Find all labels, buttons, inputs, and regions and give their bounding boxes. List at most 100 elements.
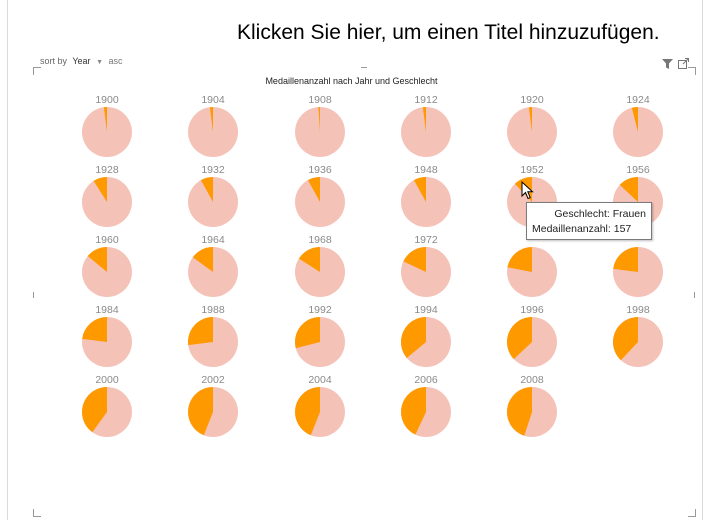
pie-multiple-1992[interactable]: 1992 — [295, 304, 345, 367]
pie-multiple-1904[interactable]: 1904 — [188, 94, 238, 157]
pie-multiple-1900[interactable]: 1900 — [82, 94, 132, 157]
resize-handle-top[interactable] — [361, 67, 367, 68]
report-title[interactable]: Klicken Sie hier, um einen Titel hinzuzu… — [237, 21, 660, 44]
pie-multiple-1936[interactable]: 1936 — [295, 164, 345, 227]
pie-slice-frauen-1992[interactable] — [295, 317, 320, 349]
pie-multiple-1972[interactable]: 1972 — [401, 234, 451, 297]
pie-multiple-1928[interactable]: 1928 — [82, 164, 132, 227]
pie-year-label-1932: 1932 — [201, 164, 225, 176]
tooltip-count-label: Medaillenanzahl: — [532, 223, 611, 235]
pie-slice-frauen-1988[interactable] — [188, 317, 213, 346]
pie-slice-frauen-1994[interactable] — [400, 317, 426, 358]
tooltip-count-value: 157 — [613, 223, 632, 235]
sort-field[interactable]: Year — [72, 56, 91, 66]
sort-bar[interactable]: sort by Year ▼ asc — [40, 56, 126, 66]
pie-slice-frauen-2002[interactable] — [188, 387, 213, 436]
pie-slice-frauen-1996[interactable] — [507, 317, 532, 360]
pie-slice-frauen-1936[interactable] — [307, 177, 320, 202]
pie-multiple-1998[interactable]: 1998 — [613, 304, 663, 367]
pie-year-label-1964: 1964 — [201, 234, 225, 246]
pie-year-label-2004: 2004 — [308, 374, 332, 386]
tooltip-gender-label: Geschlecht: — [554, 208, 610, 220]
pie-year-label-1924: 1924 — [626, 94, 650, 106]
pie-slice-frauen-2008[interactable] — [506, 387, 532, 436]
pie-slice-frauen-1932[interactable] — [200, 177, 213, 202]
pie-slice-frauen-1968[interactable] — [298, 247, 320, 272]
resize-handle-bottom-left[interactable] — [33, 509, 41, 517]
pie-slice-frauen-1908[interactable] — [318, 107, 320, 132]
pie-slice-frauen-1956[interactable] — [619, 177, 638, 202]
pie-multiple-2000[interactable]: 2000 — [81, 374, 132, 437]
resize-handle-right[interactable] — [694, 292, 695, 298]
popout-icon[interactable] — [678, 56, 689, 74]
pie-slice-frauen-1972[interactable] — [403, 247, 426, 272]
pie-slice-frauen-2006[interactable] — [401, 387, 426, 435]
chevron-down-icon[interactable]: ▼ — [96, 59, 103, 66]
pie-multiple-2002[interactable]: 2002 — [188, 374, 238, 437]
pie-year-label-1998: 1998 — [626, 304, 650, 316]
pie-multiple-1920[interactable]: 1920 — [507, 94, 557, 157]
pie-multiple-2006[interactable]: 2006 — [401, 374, 451, 437]
pie-slice-frauen-1912[interactable] — [422, 107, 426, 132]
pie-slice-frauen-1900[interactable] — [103, 107, 107, 132]
pie-multiple-1994[interactable]: 1994 — [400, 304, 451, 367]
pie-slice-frauen-1920[interactable] — [528, 107, 532, 132]
pie-multiple-1976[interactable] — [507, 247, 557, 297]
pie-year-label-2008: 2008 — [520, 374, 544, 386]
pie-year-label-1956: 1956 — [626, 164, 650, 176]
pie-slice-frauen-1964[interactable] — [192, 247, 213, 272]
pie-slice-frauen-1928[interactable] — [93, 177, 107, 202]
pie-year-label-1936: 1936 — [308, 164, 332, 176]
pie-year-label-1948: 1948 — [414, 164, 438, 176]
pie-year-label-1920: 1920 — [520, 94, 544, 106]
pie-slice-frauen-1984[interactable] — [82, 317, 107, 342]
pie-year-label-1984: 1984 — [95, 304, 119, 316]
pie-multiple-2004[interactable]: 2004 — [295, 374, 345, 437]
pie-year-label-1996: 1996 — [520, 304, 544, 316]
pie-multiple-1968[interactable]: 1968 — [295, 234, 345, 297]
pie-year-label-1900: 1900 — [95, 94, 119, 106]
pie-multiple-2008[interactable]: 2008 — [506, 374, 557, 437]
pie-slice-frauen-1904[interactable] — [209, 107, 213, 132]
pie-multiple-1980[interactable] — [613, 247, 663, 297]
pie-multiple-1948[interactable]: 1948 — [401, 164, 451, 227]
pie-year-label-1952: 1952 — [520, 164, 544, 176]
pie-multiple-1988[interactable]: 1988 — [188, 304, 238, 367]
resize-handle-bottom-right[interactable] — [688, 509, 696, 517]
tooltip-gender-value: Frauen — [612, 208, 646, 220]
pie-multiple-1996[interactable]: 1996 — [507, 304, 557, 367]
pie-slice-frauen-2000[interactable] — [81, 387, 107, 433]
pie-slice-frauen-1976[interactable] — [507, 247, 532, 272]
resize-handle-left[interactable] — [33, 292, 34, 298]
pie-year-label-2002: 2002 — [201, 374, 225, 386]
resize-handle-top-left[interactable] — [33, 67, 41, 75]
chart-title: Medaillenanzahl nach Jahr und Geschlecht — [265, 76, 438, 86]
sort-direction[interactable]: asc — [108, 56, 123, 66]
pie-slice-frauen-2004[interactable] — [295, 387, 320, 436]
pie-multiple-1932[interactable]: 1932 — [188, 164, 238, 227]
pie-year-label-1994: 1994 — [414, 304, 438, 316]
pie-multiple-1984[interactable]: 1984 — [82, 304, 132, 367]
pie-multiple-1912[interactable]: 1912 — [401, 94, 451, 157]
pie-year-label-1928: 1928 — [95, 164, 119, 176]
pie-year-label-1912: 1912 — [414, 94, 438, 106]
pie-slice-frauen-1960[interactable] — [87, 247, 107, 272]
canvas-left-edge — [7, 0, 8, 520]
pie-multiple-1964[interactable]: 1964 — [188, 234, 238, 297]
pie-multiple-1924[interactable]: 1924 — [613, 94, 663, 157]
sort-by-label: sort by — [40, 56, 68, 66]
pie-year-label-1972: 1972 — [414, 234, 438, 246]
pie-year-label-1904: 1904 — [201, 94, 225, 106]
pie-slice-frauen-1980[interactable] — [613, 247, 638, 272]
mouse-pointer-icon — [521, 180, 535, 206]
pie-year-label-2006: 2006 — [414, 374, 438, 386]
pie-multiple-1960[interactable]: 1960 — [82, 234, 132, 297]
pie-year-label-1908: 1908 — [308, 94, 332, 106]
filter-icon[interactable] — [662, 56, 673, 74]
pie-multiple-1908[interactable]: 1908 — [295, 94, 345, 157]
pie-slice-frauen-1998[interactable] — [613, 317, 638, 361]
resize-handle-top-right[interactable] — [688, 67, 696, 75]
pie-slice-frauen-1924[interactable] — [631, 107, 638, 132]
pie-slice-frauen-1948[interactable] — [413, 177, 426, 202]
pie-year-label-1968: 1968 — [308, 234, 332, 246]
